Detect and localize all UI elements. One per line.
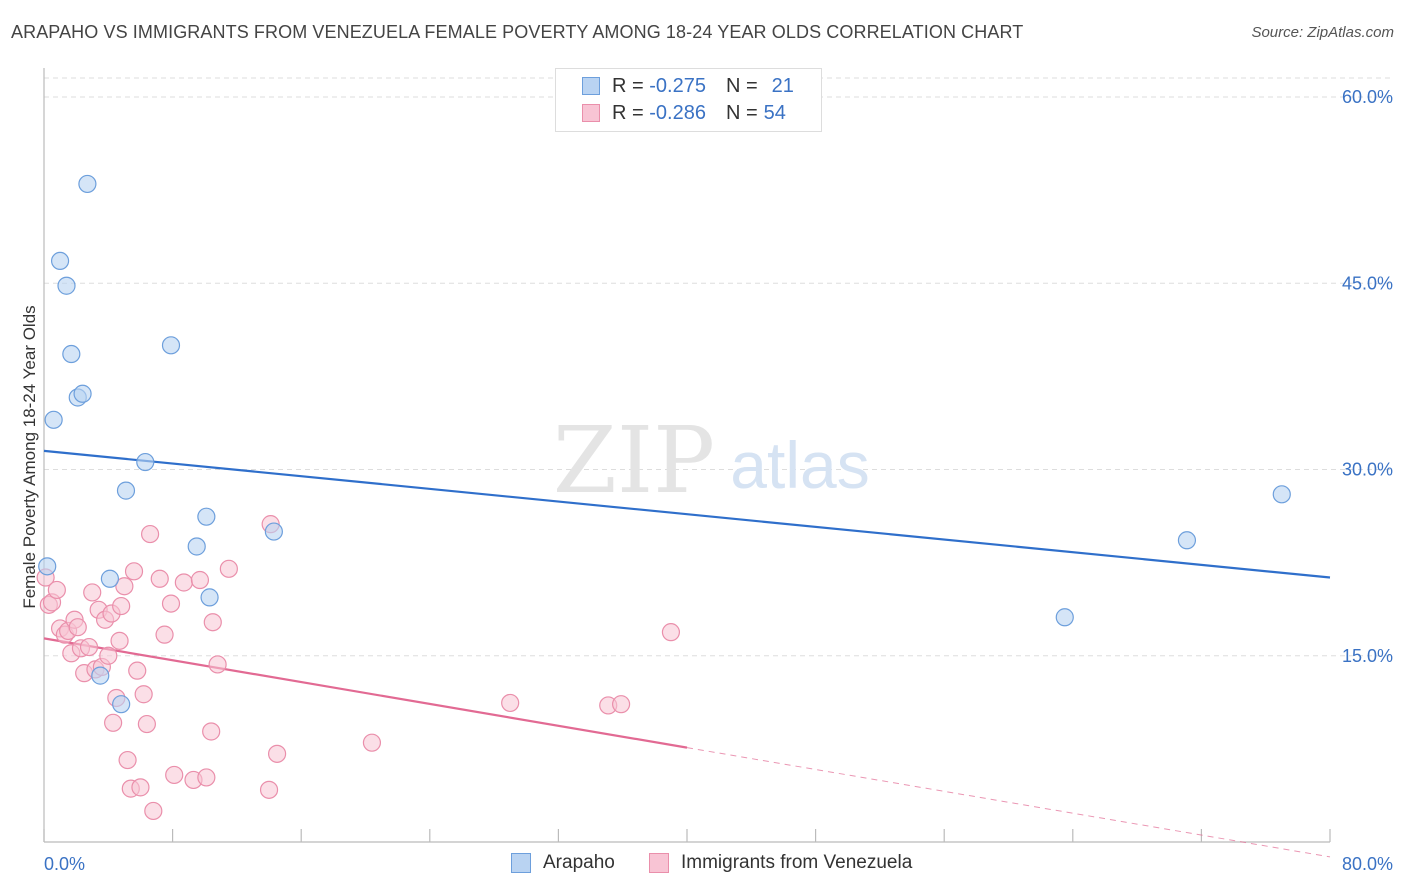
arapaho-point bbox=[264, 522, 283, 541]
legend-n-value: 54 bbox=[763, 101, 786, 124]
arapaho-swatch bbox=[511, 853, 531, 873]
x-tick-label: 0.0% bbox=[44, 854, 85, 874]
venezuela-point bbox=[174, 573, 193, 592]
venezuela-point bbox=[208, 655, 227, 674]
gridlines bbox=[44, 77, 1394, 657]
venezuela-point bbox=[99, 646, 118, 665]
venezuela-point bbox=[190, 570, 210, 590]
venezuela-point bbox=[124, 562, 144, 581]
venezuela-point bbox=[137, 714, 156, 734]
venezuela-point bbox=[128, 661, 147, 680]
chart-title: ARAPAHO VS IMMIGRANTS FROM VENEZUELA FEM… bbox=[11, 22, 1024, 42]
arapaho-point bbox=[91, 666, 110, 685]
series-legend: Arapaho Immigrants from Venezuela bbox=[0, 852, 1406, 878]
y-tick-label: 30.0% bbox=[1342, 460, 1393, 480]
tick-labels: 15.0% 30.0% 45.0% 60.0% 0.0% 80.0% bbox=[44, 87, 1393, 874]
x-tick-label: 80.0% bbox=[1342, 854, 1393, 874]
venezuela-point bbox=[155, 625, 174, 644]
venezuela-point bbox=[144, 801, 163, 821]
trend-lines bbox=[43, 449, 1331, 858]
venezuela-point bbox=[611, 695, 631, 714]
venezuela-point bbox=[219, 559, 238, 578]
legend-row-venezuela: R = -0.286 N = 54 bbox=[582, 100, 786, 126]
data-points bbox=[36, 174, 1291, 821]
arapaho-point bbox=[1272, 485, 1291, 504]
y-tick-label: 45.0% bbox=[1342, 273, 1393, 293]
venezuela-point bbox=[161, 594, 181, 613]
venezuela-point bbox=[79, 637, 99, 657]
source-label: Source: ZipAtlas.com bbox=[1251, 24, 1394, 41]
venezuela-point bbox=[197, 768, 216, 787]
arapaho-point bbox=[73, 384, 92, 403]
watermark-zip: ZIP bbox=[553, 407, 715, 514]
legend-item-label: Immigrants from Venezuela bbox=[681, 852, 913, 873]
legend-n-label: N = bbox=[725, 74, 758, 97]
legend-r-value: -0.286 bbox=[649, 101, 706, 124]
arapaho-point bbox=[62, 344, 81, 364]
venezuela-point bbox=[661, 623, 681, 642]
arapaho-point bbox=[100, 569, 120, 588]
watermark-atlas: atlas bbox=[730, 428, 869, 502]
venezuela-point bbox=[104, 713, 123, 732]
watermark: ZIP atlas bbox=[553, 407, 870, 514]
trend-line-arapaho bbox=[43, 449, 1331, 579]
venezuela-point bbox=[115, 577, 134, 596]
arapaho-point bbox=[161, 336, 181, 355]
arapaho-point bbox=[197, 507, 216, 526]
arapaho-point bbox=[200, 588, 219, 607]
venezuela-point bbox=[110, 631, 129, 650]
legend-n-label: N = bbox=[725, 101, 758, 124]
arapaho-point bbox=[112, 695, 131, 714]
arapaho-point bbox=[78, 174, 97, 194]
venezuela-point bbox=[83, 583, 102, 602]
legend-r-label: R = bbox=[612, 74, 644, 97]
venezuela-point bbox=[203, 613, 222, 632]
venezuela-point bbox=[150, 569, 169, 588]
arapaho-point bbox=[50, 251, 70, 270]
y-tick-label: 15.0% bbox=[1342, 646, 1393, 666]
arapaho-point bbox=[187, 537, 206, 556]
legend-item-label: Arapaho bbox=[543, 852, 615, 873]
legend-row-arapaho: R = -0.275 N = 21 bbox=[582, 73, 794, 99]
arapaho-point bbox=[57, 276, 76, 295]
arapaho-point bbox=[1055, 608, 1074, 627]
arapaho-swatch bbox=[582, 77, 600, 95]
legend-item-venezuela[interactable]: Immigrants from Venezuela bbox=[649, 852, 912, 874]
arapaho-point bbox=[136, 452, 155, 472]
trend-line-venezuela-extrapolated bbox=[686, 747, 1331, 858]
venezuela-point bbox=[165, 765, 184, 785]
venezuela-point bbox=[112, 596, 131, 616]
venezuela-point bbox=[267, 744, 287, 763]
legend-n-value: 21 bbox=[771, 74, 794, 97]
venezuela-point bbox=[259, 780, 279, 799]
correlation-legend: R = -0.275 N = 21 R = -0.286 N = 54 bbox=[555, 68, 822, 132]
legend-r-label: R = bbox=[612, 101, 644, 124]
arapaho-point bbox=[44, 410, 63, 429]
venezuela-swatch bbox=[582, 104, 600, 122]
axes bbox=[43, 68, 1331, 843]
venezuela-point bbox=[68, 618, 87, 637]
venezuela-point bbox=[140, 524, 160, 544]
arapaho-point bbox=[116, 481, 136, 500]
trend-line-venezuela bbox=[43, 637, 688, 749]
venezuela-swatch bbox=[649, 853, 669, 873]
venezuela-point bbox=[47, 580, 66, 600]
y-tick-label: 60.0% bbox=[1342, 87, 1393, 107]
arapaho-point bbox=[1177, 531, 1197, 550]
venezuela-point bbox=[134, 685, 153, 704]
arapaho-point bbox=[38, 557, 57, 576]
venezuela-point bbox=[501, 693, 520, 713]
venezuela-point bbox=[131, 778, 150, 797]
legend-r-value: -0.275 bbox=[649, 74, 706, 97]
venezuela-point bbox=[362, 733, 382, 752]
y-axis-label: Female Poverty Among 18-24 Year Olds bbox=[20, 305, 39, 608]
venezuela-point bbox=[118, 750, 137, 770]
venezuela-point bbox=[202, 722, 221, 741]
legend-item-arapaho[interactable]: Arapaho bbox=[511, 852, 615, 874]
